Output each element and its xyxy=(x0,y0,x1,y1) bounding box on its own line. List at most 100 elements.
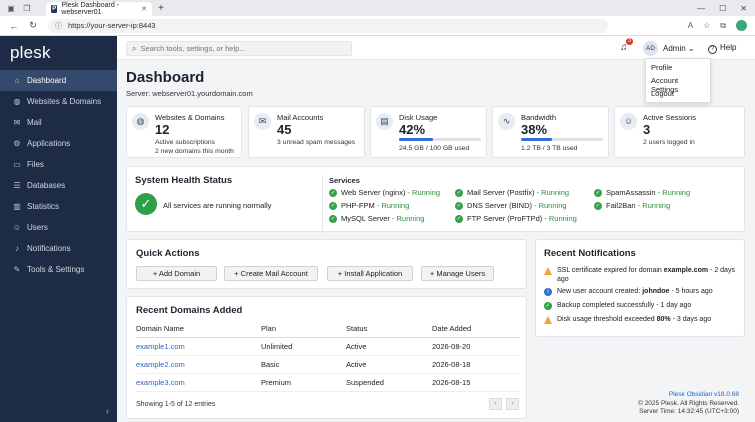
help-label: Help xyxy=(720,43,737,52)
column-header[interactable]: Status xyxy=(346,321,432,338)
table-header-row: Domain Name Plan Status Date Added xyxy=(136,321,520,338)
check-icon: ✓ xyxy=(455,214,463,223)
domain-link[interactable]: example1.com xyxy=(136,337,261,356)
service-name: FTP Server (ProFTPd) xyxy=(467,214,543,223)
sidebar-item-mail[interactable]: ✉ Mail xyxy=(0,112,117,133)
column-header[interactable]: Plan xyxy=(261,321,346,338)
check-icon: ✓ xyxy=(594,188,602,197)
notifications-bell-icon[interactable]: ♫ 3 xyxy=(620,38,634,53)
mail-icon: ✉ xyxy=(13,118,21,127)
window-controls: — ☐ ✕ xyxy=(697,4,755,13)
sidebar-item-applications[interactable]: ⚙ Applications xyxy=(0,133,117,154)
bandwidth-fill xyxy=(521,138,553,141)
sidebar-item-files[interactable]: ▭ Files xyxy=(0,154,117,175)
create-mail-account-button[interactable]: + Create Mail Account xyxy=(224,266,318,281)
profile-icon[interactable] xyxy=(736,20,747,31)
stat-card-websites[interactable]: ◍ Websites & Domains 12 Active subscript… xyxy=(126,106,242,158)
service-item: ✓ Fail2Ban - Running xyxy=(594,201,670,210)
next-page-icon[interactable]: › xyxy=(506,398,519,410)
notification-text-part: - 2 days ago xyxy=(557,267,735,283)
sidebar-item-tools-settings[interactable]: ✎ Tools & Settings xyxy=(0,259,117,280)
service-name: DNS Server (BIND) xyxy=(467,201,533,210)
minimize-icon[interactable]: — xyxy=(697,3,706,13)
sidebar-item-users[interactable]: ☺ Users xyxy=(0,217,117,238)
maximize-icon[interactable]: ☐ xyxy=(719,3,727,13)
stat-card-mail[interactable]: ✉ Mail Accounts 45 3 unread spam message… xyxy=(248,106,365,158)
plan-cell: Unlimited xyxy=(261,337,346,356)
sidebar-item-websites-domains[interactable]: ◍ Websites & Domains xyxy=(0,91,117,112)
sidebar-item-label: Websites & Domains xyxy=(27,97,102,106)
plesk-logo[interactable]: plesk xyxy=(10,43,51,62)
prev-page-icon[interactable]: ‹ xyxy=(489,398,502,410)
notification-item[interactable]: i New user account created: johndoe - 5 h… xyxy=(544,287,740,296)
check-icon: ✓ xyxy=(455,188,463,197)
status-cell: Active xyxy=(346,337,432,356)
user-menu-button[interactable]: Admin ⌄ xyxy=(663,44,695,53)
stat-value: 12 xyxy=(155,122,170,137)
manage-users-button[interactable]: + Manage Users xyxy=(421,266,494,281)
stat-label: Active Sessions xyxy=(643,113,696,122)
menu-item-logout[interactable]: Logout xyxy=(651,89,674,98)
mail-icon: ✉ xyxy=(254,113,271,130)
disk-usage-bar xyxy=(399,138,481,141)
home-icon: ⌂ xyxy=(14,76,20,85)
check-icon: ✓ xyxy=(329,188,337,197)
stat-value: 45 xyxy=(277,122,292,137)
system-health-card: System Health Status ✓ All services are … xyxy=(126,166,745,233)
domain-link[interactable]: example3.com xyxy=(136,373,261,392)
sidebar-item-notifications[interactable]: ♪ Notifications xyxy=(0,238,117,259)
sidebar-item-label: Statistics xyxy=(27,202,60,211)
notification-text-part: New user account created: xyxy=(557,288,643,295)
avatar[interactable]: AD xyxy=(643,41,658,56)
notification-item[interactable]: SSL certificate expired for domain examp… xyxy=(544,266,740,284)
help-button[interactable]: ? Help xyxy=(708,43,736,54)
stat-card-bandwidth[interactable]: ∿ Bandwidth 38% 1.2 TB / 3 TB used xyxy=(492,106,609,158)
search-input[interactable] xyxy=(140,44,341,53)
domain-link[interactable]: example2.com xyxy=(136,355,261,374)
top-bar: ⌕ ♫3 AD Admin ⌄ ?Help xyxy=(117,36,755,60)
version-link[interactable]: Plesk Obsidian v18.0.68 xyxy=(668,391,739,398)
tab-close-icon[interactable]: ✕ xyxy=(141,6,147,13)
reload-icon[interactable]: ↻ xyxy=(29,20,37,30)
chevron-down-icon: ⌄ xyxy=(687,44,695,53)
close-window-icon[interactable]: ✕ xyxy=(740,3,747,13)
stat-card-sessions[interactable]: ☺ Active Sessions 3 2 users logged in xyxy=(614,106,745,158)
sidebar-item-dashboard[interactable]: ⌂ Dashboard xyxy=(0,70,117,91)
collapse-sidebar-icon[interactable]: ‹ xyxy=(106,406,109,416)
window-menu-icon[interactable]: ▣ xyxy=(7,3,15,13)
notification-text-part: SSL certificate expired for domain xyxy=(557,267,664,274)
sidebar-item-databases[interactable]: ☰ Databases xyxy=(0,175,117,196)
check-circle-icon: ✓ xyxy=(135,193,157,215)
menu-item-account-settings[interactable]: Account Settings xyxy=(651,76,679,94)
plesk-favicon-icon: P xyxy=(51,5,58,13)
stat-subtext-line: Active subscriptions xyxy=(155,139,216,146)
service-item: ✓ Mail Server (Postfix) - Running xyxy=(455,188,569,197)
install-application-button[interactable]: + Install Application xyxy=(327,266,413,281)
read-aloud-icon[interactable]: A xyxy=(687,21,694,30)
back-icon[interactable]: ← xyxy=(9,20,19,31)
site-info-icon[interactable]: ⓘ xyxy=(55,22,62,30)
notification-item[interactable]: Disk usage threshold exceeded 80% - 3 da… xyxy=(544,315,740,324)
tab-actions-icon[interactable]: ❐ xyxy=(23,3,31,13)
users-icon: ☺ xyxy=(620,113,637,130)
favorite-icon[interactable]: ☆ xyxy=(703,21,711,30)
add-domain-button[interactable]: + Add Domain xyxy=(136,266,217,281)
stat-card-disk[interactable]: ▤ Disk Usage 42% 24.5 GB / 100 GB used xyxy=(370,106,487,158)
service-status: - Running xyxy=(376,201,410,210)
menu-item-profile[interactable]: Profile xyxy=(651,63,673,72)
new-tab-icon[interactable]: + xyxy=(158,2,164,14)
browser-tab[interactable]: P Plesk Dashboard - webserver01 ✕ xyxy=(46,2,152,16)
notification-text-part: - 5 hours ago xyxy=(669,288,713,295)
url-field[interactable]: ⓘ https://your-server-ip:8443 xyxy=(48,18,608,33)
disk-icon: ▤ xyxy=(376,113,393,130)
column-header[interactable]: Date Added xyxy=(432,321,520,338)
main-content: Dashboard Server: webserver01.yourdomain… xyxy=(117,60,755,422)
service-name: Fail2Ban xyxy=(606,201,636,210)
recent-notifications-card: Recent Notifications SSL certificate exp… xyxy=(535,239,745,337)
sidebar-item-statistics[interactable]: ▥ Statistics xyxy=(0,196,117,217)
notification-item[interactable]: ✓ Backup completed successfully - 1 day a… xyxy=(544,301,740,310)
stat-subtext: 2 users logged in xyxy=(643,139,695,146)
sidebar-item-label: Applications xyxy=(27,139,71,148)
column-header[interactable]: Domain Name xyxy=(136,321,261,338)
collections-icon[interactable]: ⧉ xyxy=(720,20,726,30)
